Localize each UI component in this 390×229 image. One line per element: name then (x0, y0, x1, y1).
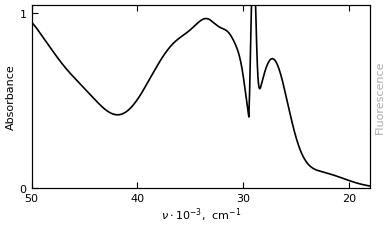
Y-axis label: Absorbance: Absorbance (5, 64, 16, 130)
X-axis label: $\nu\cdot10^{-3}$,  cm$^{-1}$: $\nu\cdot10^{-3}$, cm$^{-1}$ (161, 206, 241, 224)
Y-axis label: Fluorescence: Fluorescence (374, 60, 385, 134)
